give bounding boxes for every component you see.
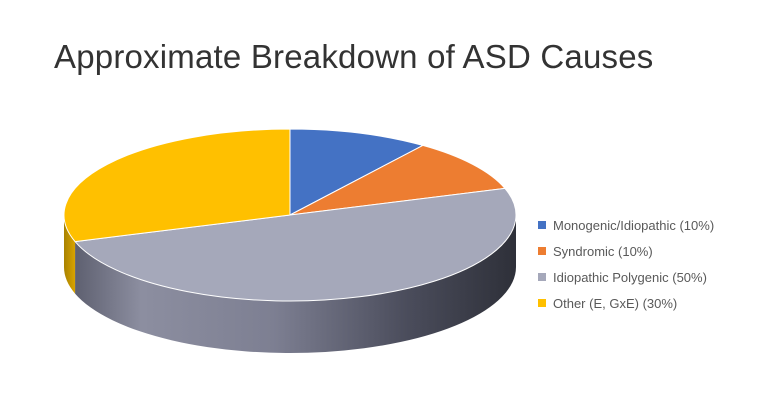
legend-item-polygenic: Idiopathic Polygenic (50%) — [538, 264, 714, 290]
legend-swatch-monogenic — [538, 221, 546, 229]
pie-slice-idiopathic-polygenic — [74, 187, 517, 302]
legend-label-polygenic: Idiopathic Polygenic (50%) — [553, 269, 707, 285]
legend-item-monogenic: Monogenic/Idiopathic (10%) — [538, 212, 714, 238]
pie-top — [63, 128, 517, 302]
legend-item-syndromic: Syndromic (10%) — [538, 238, 714, 264]
pie-slice-syndromic — [289, 144, 506, 216]
legend: Monogenic/Idiopathic (10%) Syndromic (10… — [538, 212, 714, 316]
legend-label-monogenic: Monogenic/Idiopathic (10%) — [553, 217, 715, 233]
pie-side — [64, 215, 517, 353]
legend-swatch-other — [538, 299, 546, 307]
slide-title: Approximate Breakdown of ASD Causes — [54, 38, 654, 75]
legend-swatch-syndromic — [538, 247, 546, 255]
pie-slice-monogenic-idiopathic — [289, 128, 424, 216]
legend-swatch-polygenic — [538, 273, 546, 281]
pie-slice-other-e-gxe — [63, 128, 291, 243]
pie-side-other-e-gxe — [64, 215, 76, 294]
legend-item-other: Other (E, GxE) (30%) — [538, 290, 714, 316]
legend-label-other: Other (E, GxE) (30%) — [553, 295, 678, 311]
pie-side-idiopathic-polygenic — [75, 215, 517, 353]
legend-label-syndromic: Syndromic (10%) — [553, 243, 653, 259]
